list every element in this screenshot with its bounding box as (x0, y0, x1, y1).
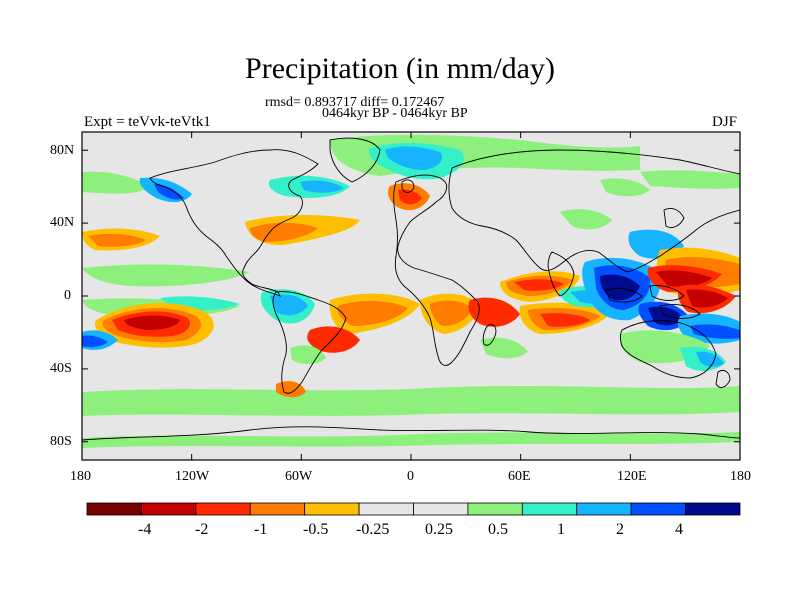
coastline-new-zealand (715, 369, 731, 388)
lat-label-40n: 40N (50, 215, 75, 230)
coastline-islands (605, 285, 701, 319)
coastline-north-america (149, 149, 319, 297)
colorbar-box (249, 502, 306, 516)
field-band (398, 189, 422, 205)
lat-label-40s: 40S (50, 361, 72, 376)
field-band (468, 297, 520, 327)
lat-label-80s: 80S (50, 434, 72, 449)
experiment-label: Expt = teVvk-teVtk1 (84, 114, 211, 130)
colorbar-box (685, 502, 741, 516)
colorbar-box (576, 502, 632, 516)
coastline-europe-africa (393, 174, 480, 366)
plot-title: Precipitation (in mm/day) (245, 52, 555, 85)
colorbar-label: 1 (557, 521, 565, 538)
lon-label-60w: 60W (285, 469, 313, 484)
stats-label: rmsd= 0.893717 diff= 0.172467 (265, 95, 445, 110)
colorbar-label: 0.25 (425, 521, 453, 538)
coastline-south-america (272, 291, 347, 394)
lon-label-60e: 60E (508, 469, 531, 484)
colorbar-label: -2 (195, 521, 209, 538)
field-band (88, 233, 146, 247)
colorbar-box (195, 502, 251, 516)
colorbar-box (141, 502, 197, 516)
colorbar-box (521, 502, 578, 516)
coastline-australia (620, 320, 717, 379)
colorbar-label: -1 (254, 521, 268, 538)
field-band (540, 313, 590, 327)
lon-label-180w: 180 (70, 469, 91, 484)
field-band (290, 345, 326, 365)
colorbar-box (630, 502, 686, 516)
field-band (337, 300, 408, 326)
lon-label-0: 0 (407, 469, 414, 484)
field-band (656, 270, 712, 287)
coastline-greenland (329, 137, 381, 183)
field-band (300, 180, 344, 193)
field-band (82, 264, 250, 287)
field-band (82, 335, 108, 348)
colorbar-label: -0.25 (356, 521, 390, 538)
field-band (480, 337, 528, 359)
season-label: DJF (712, 114, 738, 130)
lon-label-120w: 120W (175, 469, 210, 484)
colorbar-box (304, 502, 360, 516)
colorbar-box (358, 502, 414, 516)
colorbar-box (86, 502, 142, 516)
field-band (154, 184, 184, 200)
field-band (430, 300, 472, 326)
coastline-india (547, 251, 575, 297)
field-band (270, 294, 308, 316)
field-band (385, 146, 443, 170)
field-band (307, 326, 360, 353)
field-band (600, 178, 650, 197)
field-band (276, 381, 306, 398)
field-band (250, 222, 318, 242)
coastlines (82, 137, 740, 441)
field-band (600, 274, 640, 301)
colorbar-label: -0.5 (303, 521, 329, 538)
field-band (690, 324, 740, 339)
colorbar-box (467, 502, 523, 516)
precipitation-field (82, 134, 740, 448)
field-band (640, 170, 740, 189)
colorbar-box (413, 502, 469, 516)
period-label: 0464kyr BP - 0464kyr BP (322, 106, 468, 121)
field-band (696, 351, 724, 367)
colorbar-label: 4 (675, 521, 683, 538)
coastline-uk (401, 179, 415, 193)
field-band (560, 209, 612, 230)
colorbar-label: -4 (138, 521, 152, 538)
field-band (82, 386, 740, 416)
field-band (686, 289, 728, 308)
lat-label-0: 0 (64, 288, 71, 303)
colorbar-label: 2 (616, 521, 624, 538)
lon-label-120e: 120E (617, 469, 647, 484)
coastline-asia (448, 149, 740, 273)
field-band (82, 171, 150, 194)
axis-ticks (81, 132, 741, 460)
coastline-antarctica (82, 426, 740, 441)
field-band (82, 432, 740, 448)
colorbar (86, 502, 741, 516)
coastline-japan (663, 207, 685, 229)
coastline-madagascar (482, 324, 497, 346)
colorbar-label: 0.5 (488, 521, 508, 538)
lat-label-80n: 80N (50, 143, 75, 158)
lon-label-180e: 180 (730, 469, 751, 484)
field-band (124, 315, 180, 330)
